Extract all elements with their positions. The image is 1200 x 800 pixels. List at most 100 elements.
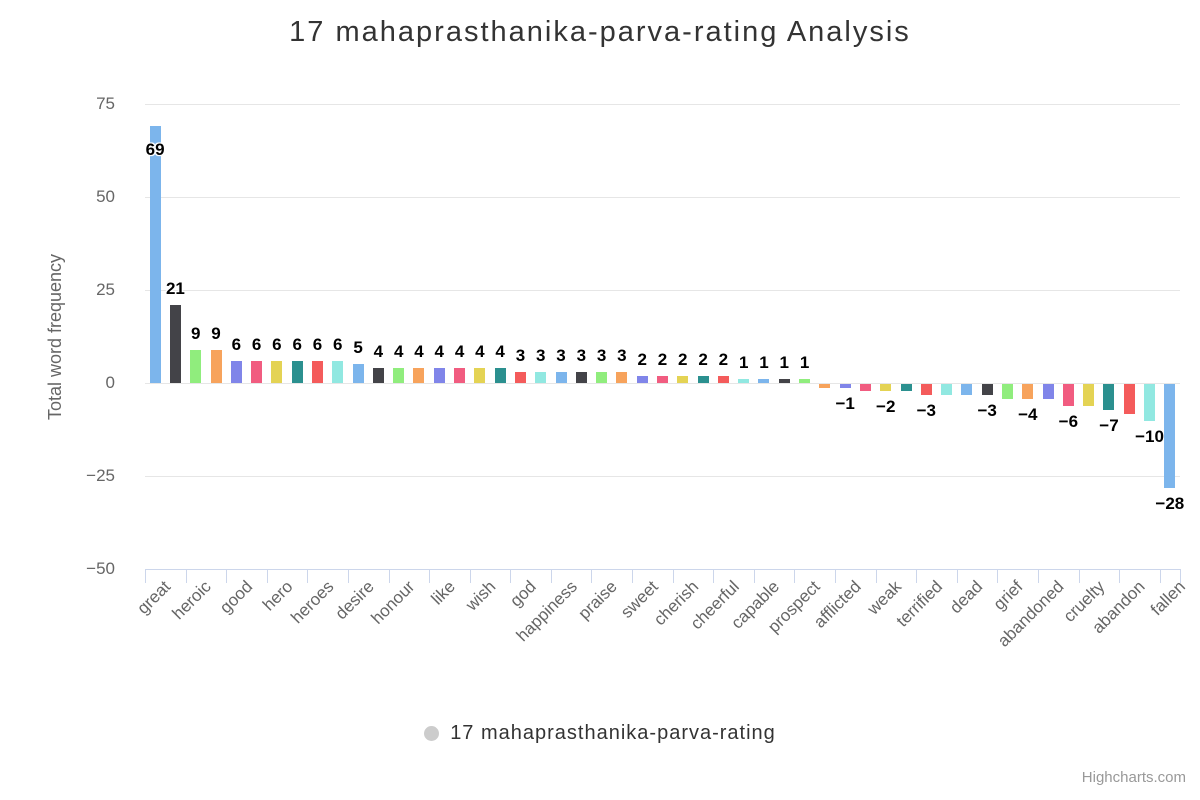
x-axis-tick [347, 569, 349, 583]
bar-item-26[interactable] [657, 375, 668, 383]
x-axis-tick [713, 569, 715, 583]
y-axis-tick-label: 25 [96, 280, 115, 299]
x-axis-tick [997, 569, 999, 583]
bar-item-34[interactable] [819, 384, 831, 388]
bar-cherish[interactable] [677, 375, 689, 383]
bar-afflicted[interactable] [839, 384, 851, 388]
value-label: 1 [738, 353, 749, 373]
bar-item-8[interactable] [291, 360, 303, 383]
bar-abandon[interactable] [1123, 384, 1135, 414]
x-axis-tick [145, 569, 146, 583]
bar-item-46[interactable] [1062, 384, 1074, 407]
bar-happiness[interactable] [555, 371, 567, 383]
bar-item-10[interactable] [332, 360, 344, 383]
gridline [145, 290, 1180, 291]
x-axis-category-label: like [427, 577, 459, 609]
bar-item-50[interactable] [1144, 384, 1156, 422]
legend-item[interactable]: 17 mahaprasthanika-parva-rating [424, 722, 776, 745]
x-axis-tick [388, 569, 390, 583]
bar-item-36[interactable] [859, 384, 871, 392]
y-axis-tick-label: −25 [86, 466, 115, 485]
bar-cruelty[interactable] [1083, 384, 1095, 407]
value-label: 3 [515, 345, 526, 365]
bar-praise[interactable] [596, 371, 608, 383]
value-label: 9 [191, 323, 201, 343]
bar-grief[interactable] [1002, 384, 1013, 399]
bar-item-44[interactable] [1022, 384, 1034, 399]
x-axis-tick [794, 569, 796, 583]
value-label: 6 [333, 334, 343, 354]
x-axis-category-label: dead [946, 577, 987, 618]
x-axis-category-label: good [215, 577, 256, 618]
bar-item-40[interactable] [941, 384, 953, 396]
x-axis-tick [1159, 569, 1161, 583]
x-axis-line [145, 569, 1181, 570]
bar-capable[interactable] [758, 379, 770, 383]
bar-heroes[interactable] [312, 360, 323, 383]
bar-item-6[interactable] [251, 360, 263, 383]
credits-link[interactable]: Highcharts.com [1081, 769, 1186, 786]
bar-abandoned[interactable] [1042, 384, 1054, 399]
bar-item-22[interactable] [575, 371, 587, 383]
bar-item-2[interactable] [169, 304, 181, 383]
value-label: 9 [211, 323, 221, 343]
value-label: 6 [251, 334, 262, 354]
bar-weak[interactable] [880, 384, 892, 392]
bar-item-24[interactable] [616, 371, 628, 383]
x-axis-tick [510, 569, 512, 583]
bar-great[interactable] [149, 126, 161, 383]
x-axis-tick [632, 569, 634, 583]
bar-cheerful[interactable] [717, 375, 729, 383]
legend-marker-icon [424, 726, 440, 741]
bar-heroic[interactable] [190, 349, 202, 383]
x-axis-category-label: heroic [169, 577, 216, 624]
bar-desire[interactable] [352, 364, 364, 383]
x-axis-category-label: heroes [286, 577, 337, 628]
bar-like[interactable] [433, 368, 445, 383]
x-axis-tick [875, 569, 877, 583]
value-label: 1 [779, 353, 789, 373]
bar-item-18[interactable] [494, 368, 506, 383]
value-label: −1 [835, 393, 855, 413]
x-axis-tick [469, 569, 471, 583]
x-axis-category-label: great [133, 577, 175, 618]
bar-item-30[interactable] [738, 379, 750, 383]
value-label: −3 [916, 401, 936, 421]
legend-series-label: 17 mahaprasthanika-parva-rating [450, 722, 776, 744]
bar-item-16[interactable] [454, 368, 466, 383]
x-axis-tick [1037, 569, 1039, 583]
x-axis-tick [835, 569, 836, 583]
bar-good[interactable] [230, 360, 242, 383]
bar-dead[interactable] [961, 384, 973, 396]
bar-god[interactable] [514, 371, 526, 383]
x-axis-tick [429, 569, 431, 583]
bar-wish[interactable] [474, 368, 486, 383]
x-axis-tick [916, 569, 918, 583]
bar-item-28[interactable] [697, 375, 709, 383]
gridline [145, 383, 1180, 384]
bar-honour[interactable] [393, 368, 405, 383]
bar-item-38[interactable] [900, 384, 912, 392]
value-label: 6 [292, 334, 302, 354]
bar-item-20[interactable] [535, 371, 547, 383]
bar-fallen[interactable] [1164, 384, 1176, 489]
bar-item-14[interactable] [413, 368, 425, 383]
bar-item-48[interactable] [1103, 384, 1115, 411]
x-axis-category-label: fallen [1147, 577, 1190, 620]
bar-item-32[interactable] [778, 379, 790, 383]
bar-item-42[interactable] [981, 384, 993, 396]
bar-hero[interactable] [271, 360, 283, 383]
value-label: 3 [596, 345, 607, 365]
x-axis-tick [185, 569, 187, 583]
y-axis-tick-label: 0 [105, 373, 115, 392]
x-axis-tick [1078, 569, 1080, 583]
x-axis-tick [753, 569, 755, 583]
bar-item-12[interactable] [372, 368, 384, 383]
bar-sweet[interactable] [636, 375, 648, 383]
bar-terrified[interactable] [920, 384, 932, 396]
bar-prospect[interactable] [799, 379, 811, 383]
x-axis-category-label: honour [367, 577, 419, 628]
bar-item-4[interactable] [210, 349, 222, 383]
value-label: 3 [576, 345, 587, 365]
